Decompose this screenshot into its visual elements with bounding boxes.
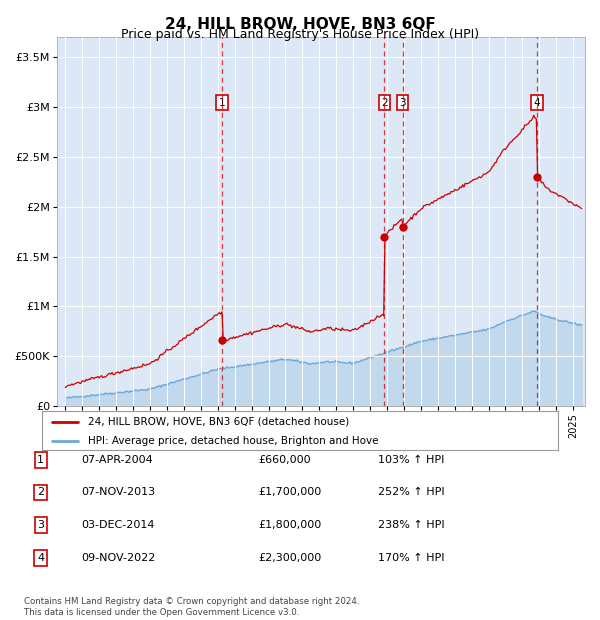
Text: £2,300,000: £2,300,000: [258, 553, 321, 563]
Text: 24, HILL BROW, HOVE, BN3 6QF: 24, HILL BROW, HOVE, BN3 6QF: [164, 17, 436, 32]
Text: 3: 3: [399, 98, 406, 108]
Text: £660,000: £660,000: [258, 455, 311, 465]
Text: 238% ↑ HPI: 238% ↑ HPI: [378, 520, 445, 530]
Text: Contains HM Land Registry data © Crown copyright and database right 2024.
This d: Contains HM Land Registry data © Crown c…: [24, 598, 359, 617]
Text: 07-APR-2004: 07-APR-2004: [81, 455, 153, 465]
Text: 4: 4: [37, 553, 44, 563]
Text: 170% ↑ HPI: 170% ↑ HPI: [378, 553, 445, 563]
Text: 07-NOV-2013: 07-NOV-2013: [81, 487, 155, 497]
Text: 3: 3: [37, 520, 44, 530]
Text: £1,700,000: £1,700,000: [258, 487, 321, 497]
Text: 1: 1: [37, 455, 44, 465]
Text: 03-DEC-2014: 03-DEC-2014: [81, 520, 155, 530]
Text: 24, HILL BROW, HOVE, BN3 6QF (detached house): 24, HILL BROW, HOVE, BN3 6QF (detached h…: [88, 417, 350, 427]
Text: 252% ↑ HPI: 252% ↑ HPI: [378, 487, 445, 497]
Text: 2: 2: [37, 487, 44, 497]
Text: HPI: Average price, detached house, Brighton and Hove: HPI: Average price, detached house, Brig…: [88, 436, 379, 446]
Text: 1: 1: [219, 98, 226, 108]
Text: 09-NOV-2022: 09-NOV-2022: [81, 553, 155, 563]
Text: 103% ↑ HPI: 103% ↑ HPI: [378, 455, 445, 465]
Text: 2: 2: [381, 98, 388, 108]
Text: 4: 4: [533, 98, 540, 108]
Text: £1,800,000: £1,800,000: [258, 520, 321, 530]
Text: Price paid vs. HM Land Registry's House Price Index (HPI): Price paid vs. HM Land Registry's House …: [121, 28, 479, 41]
